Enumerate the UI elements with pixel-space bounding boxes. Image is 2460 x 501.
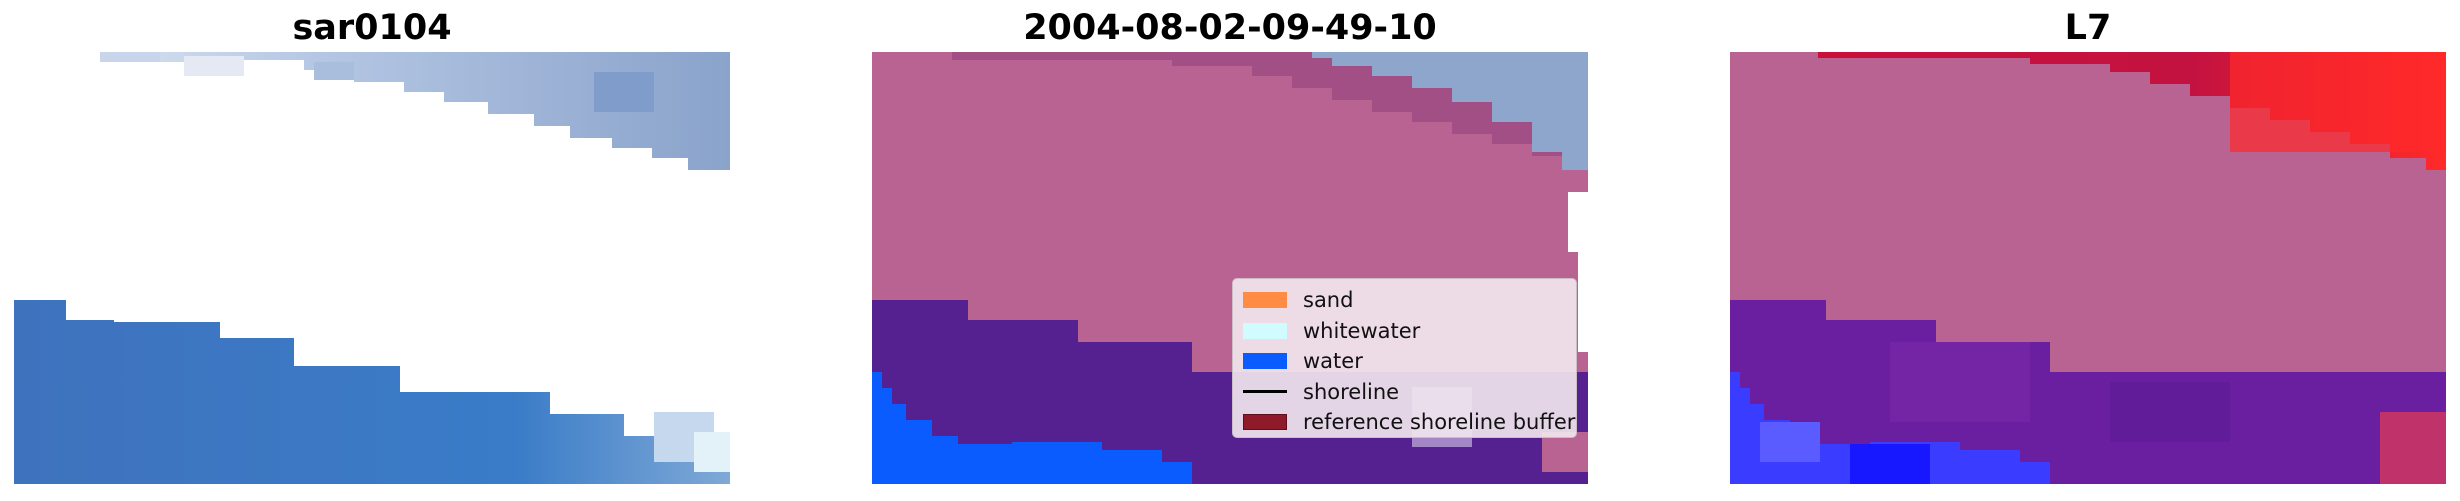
- legend-item-reference-buffer: reference shoreline buffer: [1243, 407, 1575, 438]
- probability-map-panel: [1730, 52, 2446, 484]
- water-region: [872, 372, 1192, 484]
- purple-band: [872, 300, 1588, 484]
- legend-item-whitewater: whitewater: [1243, 316, 1566, 347]
- reference-buffer-swatch: [1243, 414, 1287, 431]
- whitewater-swatch: [1243, 322, 1287, 339]
- panel-title-sar: sar0104: [292, 8, 452, 48]
- upper-band: [100, 52, 730, 170]
- legend-label: water: [1303, 349, 1363, 374]
- legend-label: sand: [1303, 288, 1354, 313]
- lower-water-band: [14, 300, 730, 484]
- legend-label: shoreline: [1303, 379, 1400, 404]
- probability-map: [1730, 52, 2446, 484]
- shoreline-line-icon: [1243, 390, 1287, 394]
- legend-label: reference shoreline buffer: [1303, 410, 1576, 435]
- legend-label: whitewater: [1303, 318, 1421, 343]
- legend-item-shoreline: shoreline: [1243, 377, 1566, 408]
- rgb-image-panel: [14, 52, 730, 484]
- legend-item-sand: sand: [1243, 285, 1566, 316]
- legend: sand whitewater water shoreline referenc…: [1232, 278, 1577, 438]
- water-swatch: [1243, 353, 1287, 370]
- sand-swatch: [1243, 292, 1287, 309]
- panel-title-l7: L7: [2064, 8, 2112, 48]
- legend-item-water: water: [1243, 346, 1566, 377]
- rgb-image: [14, 52, 730, 484]
- panel-title-date: 2004-08-02-09-49-10: [1023, 8, 1437, 48]
